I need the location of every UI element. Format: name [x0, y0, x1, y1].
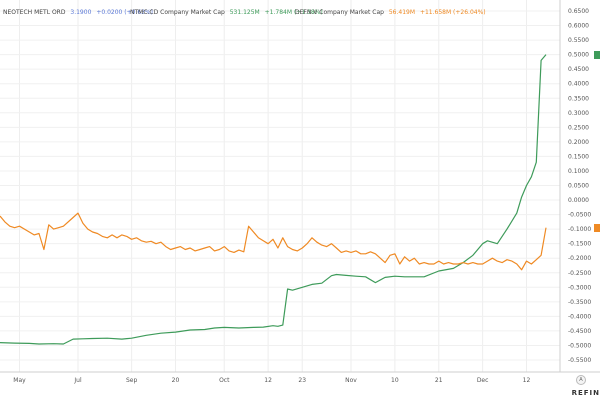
y-tick-label: 0.4500 [568, 66, 589, 73]
series-end-marker-orange [594, 223, 600, 232]
legend-name: DEFN.V Company Market Cap [295, 9, 384, 16]
x-tick-label: May [13, 377, 26, 384]
y-tick-label: -0.3500 [568, 299, 591, 306]
y-tick-label: -0.1500 [568, 241, 591, 248]
x-tick-label: 23 [298, 377, 306, 384]
legend-item-ntmc[interactable]: NTMC.CD Company Market Cap 531.125M +1.7… [130, 7, 323, 19]
legend-change: +1.784M (+1.38%) [264, 9, 323, 16]
y-axis-ticks: 0.6500 0.6000 0.5500 0.5000 0.4500 0.4000 0.35… [568, 8, 591, 364]
x-tick-label: Nov [345, 377, 357, 384]
y-tick-label: 0.3000 [568, 110, 589, 117]
series-end-marker-green [594, 50, 600, 59]
legend-item-defn[interactable]: DEFN.V Company Market Cap 56.419M +11.65… [295, 7, 486, 19]
y-tick-label: 0.1500 [568, 153, 589, 160]
x-tick-label: Jul [73, 377, 82, 384]
y-tick-label: -0.1000 [568, 226, 591, 233]
y-tick-label: -0.4000 [568, 313, 591, 320]
legend-item-neotech[interactable]: NEOTECH METL ORD 3.1900 +0.0200 (+0.63%) [3, 7, 153, 19]
y-tick-label: 0.6500 [568, 8, 589, 15]
horizontal-gridlines [0, 10, 560, 361]
y-tick-label: 0.2500 [568, 124, 589, 131]
legend-change: +0.0200 (+0.63%) [96, 9, 154, 16]
y-tick-label: 0.0000 [568, 197, 589, 204]
series-line-0 [0, 54, 547, 345]
legend-name: NEOTECH METL ORD [3, 9, 66, 16]
y-tick-label: 0.2000 [568, 139, 589, 146]
y-tick-label: 0.5500 [568, 37, 589, 44]
series-layer [0, 54, 547, 345]
x-tick-label: Dec [477, 377, 489, 384]
y-tick-label: 0.6000 [568, 23, 589, 30]
legend-name: NTMC.CD Company Market Cap [130, 9, 225, 16]
x-axis-ticks: May Jul Sep 20 Oct 12 23 Nov 10 21 Dec 12 [13, 377, 530, 384]
legend-value: 3.1900 [70, 9, 92, 16]
series-line-1 [0, 212, 547, 271]
x-tick-label: 12 [264, 377, 272, 384]
y-tick-label: -0.0500 [568, 212, 591, 219]
x-tick-label: 12 [523, 377, 531, 384]
legend-value: 531.125M [229, 9, 260, 16]
y-tick-label: 0.3500 [568, 95, 589, 102]
y-tick-label: -0.3000 [568, 284, 591, 291]
y-tick-label: 0.4000 [568, 81, 589, 88]
x-tick-label: 21 [435, 377, 443, 384]
x-tick-label: Sep [126, 377, 138, 384]
y-tick-label: -0.4500 [568, 328, 591, 335]
y-tick-label: 0.5000 [568, 52, 589, 59]
y-tick-label: 0.0500 [568, 183, 589, 190]
x-tick-label: Oct [219, 377, 230, 384]
brand-logo: REFIN [571, 389, 600, 397]
y-tick-label: -0.2500 [568, 270, 591, 277]
auto-scale-button[interactable]: A [576, 375, 586, 385]
legend-value: 56.419M [388, 9, 416, 16]
legend-change: +11.658M (+26.04%) [419, 9, 486, 16]
x-tick-label: 10 [391, 377, 399, 384]
x-tick-label: 20 [172, 377, 180, 384]
y-tick-label: 0.1000 [568, 168, 589, 175]
y-tick-label: -0.5000 [568, 342, 591, 349]
y-tick-label: -0.5500 [568, 357, 591, 364]
y-tick-label: -0.2000 [568, 255, 591, 262]
